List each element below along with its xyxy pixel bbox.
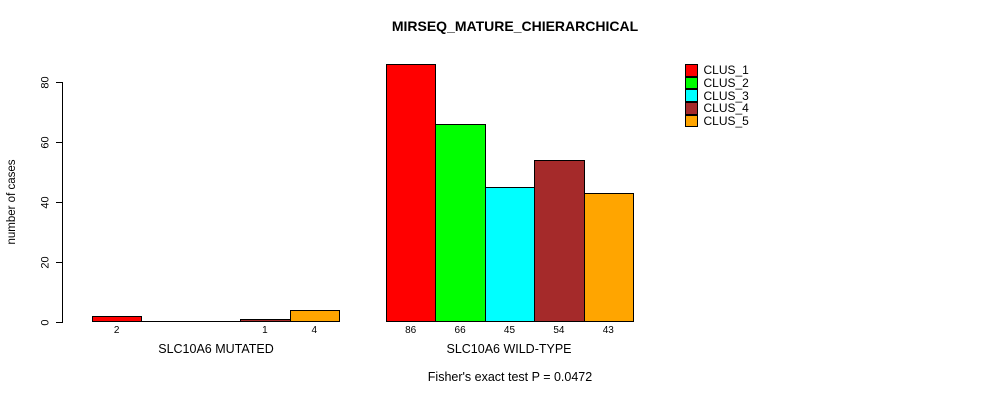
bar-clus_2 <box>435 124 486 322</box>
legend-item-clus_4: CLUS_4 <box>685 102 749 115</box>
bar-clus_3 <box>484 187 536 322</box>
annotation-text: Fisher's exact test P = 0.0472 <box>427 370 593 384</box>
bar-clus_2-zero <box>141 321 192 322</box>
bar-clus_1 <box>92 316 143 322</box>
y-axis-tick <box>56 82 63 84</box>
legend-item-clus_1: CLUS_1 <box>685 64 749 77</box>
y-axis-tick <box>56 202 63 204</box>
bar-value-label: 2 <box>113 325 120 336</box>
bar-clus_5 <box>289 310 340 322</box>
y-axis-tick-label: 80 <box>39 76 51 89</box>
legend-item-clus_5: CLUS_5 <box>685 114 749 129</box>
legend-label: CLUS_3 <box>703 88 749 103</box>
legend-label: CLUS_5 <box>703 114 749 129</box>
legend-item-clus_2: CLUS_2 <box>685 76 749 91</box>
bar-clus_1 <box>386 64 437 322</box>
bar-value-label: 1 <box>262 325 268 336</box>
y-axis-tick-label: 40 <box>39 196 51 209</box>
bar-value-label: 43 <box>602 325 614 336</box>
group-label-wildtype: SLC10A6 WILD-TYPE <box>446 342 572 356</box>
legend-swatch-icon <box>685 76 698 90</box>
y-axis-tick-label: 60 <box>39 136 51 149</box>
legend-label: CLUS_1 <box>703 63 749 78</box>
bar-value-label: 86 <box>405 325 417 336</box>
legend-item-clus_3: CLUS_3 <box>685 89 749 102</box>
legend-swatch-icon <box>685 89 698 102</box>
bar-value-label: 4 <box>311 325 318 336</box>
bar-value-label: 54 <box>553 325 565 336</box>
y-axis-tick <box>56 322 63 324</box>
bar-value-label: 45 <box>503 325 516 336</box>
y-axis-tick <box>56 262 63 264</box>
legend: CLUS_1 CLUS_2 CLUS_3 CLUS_4 CLUS_5 <box>685 64 749 129</box>
y-axis-tick-label: 20 <box>39 256 51 269</box>
legend-label: CLUS_4 <box>703 101 749 116</box>
y-axis-label: number of cases <box>6 159 18 245</box>
y-axis-tick-label: 0 <box>39 319 51 326</box>
bar-value-label: 66 <box>454 325 466 336</box>
chart-title: MIRSEQ_MATURE_CHIERARCHICAL <box>391 18 639 34</box>
legend-swatch-icon <box>685 114 698 128</box>
legend-swatch-icon <box>685 64 698 77</box>
group-label-mutated: SLC10A6 MUTATED <box>158 342 274 356</box>
y-axis-tick <box>56 142 63 144</box>
bar-clus_5 <box>583 193 634 322</box>
legend-label: CLUS_2 <box>703 76 749 91</box>
legend-swatch-icon <box>685 102 698 115</box>
bar-clus_4 <box>534 160 585 322</box>
bar-clus_4 <box>240 319 291 322</box>
bar-clus_3-zero <box>190 321 242 322</box>
